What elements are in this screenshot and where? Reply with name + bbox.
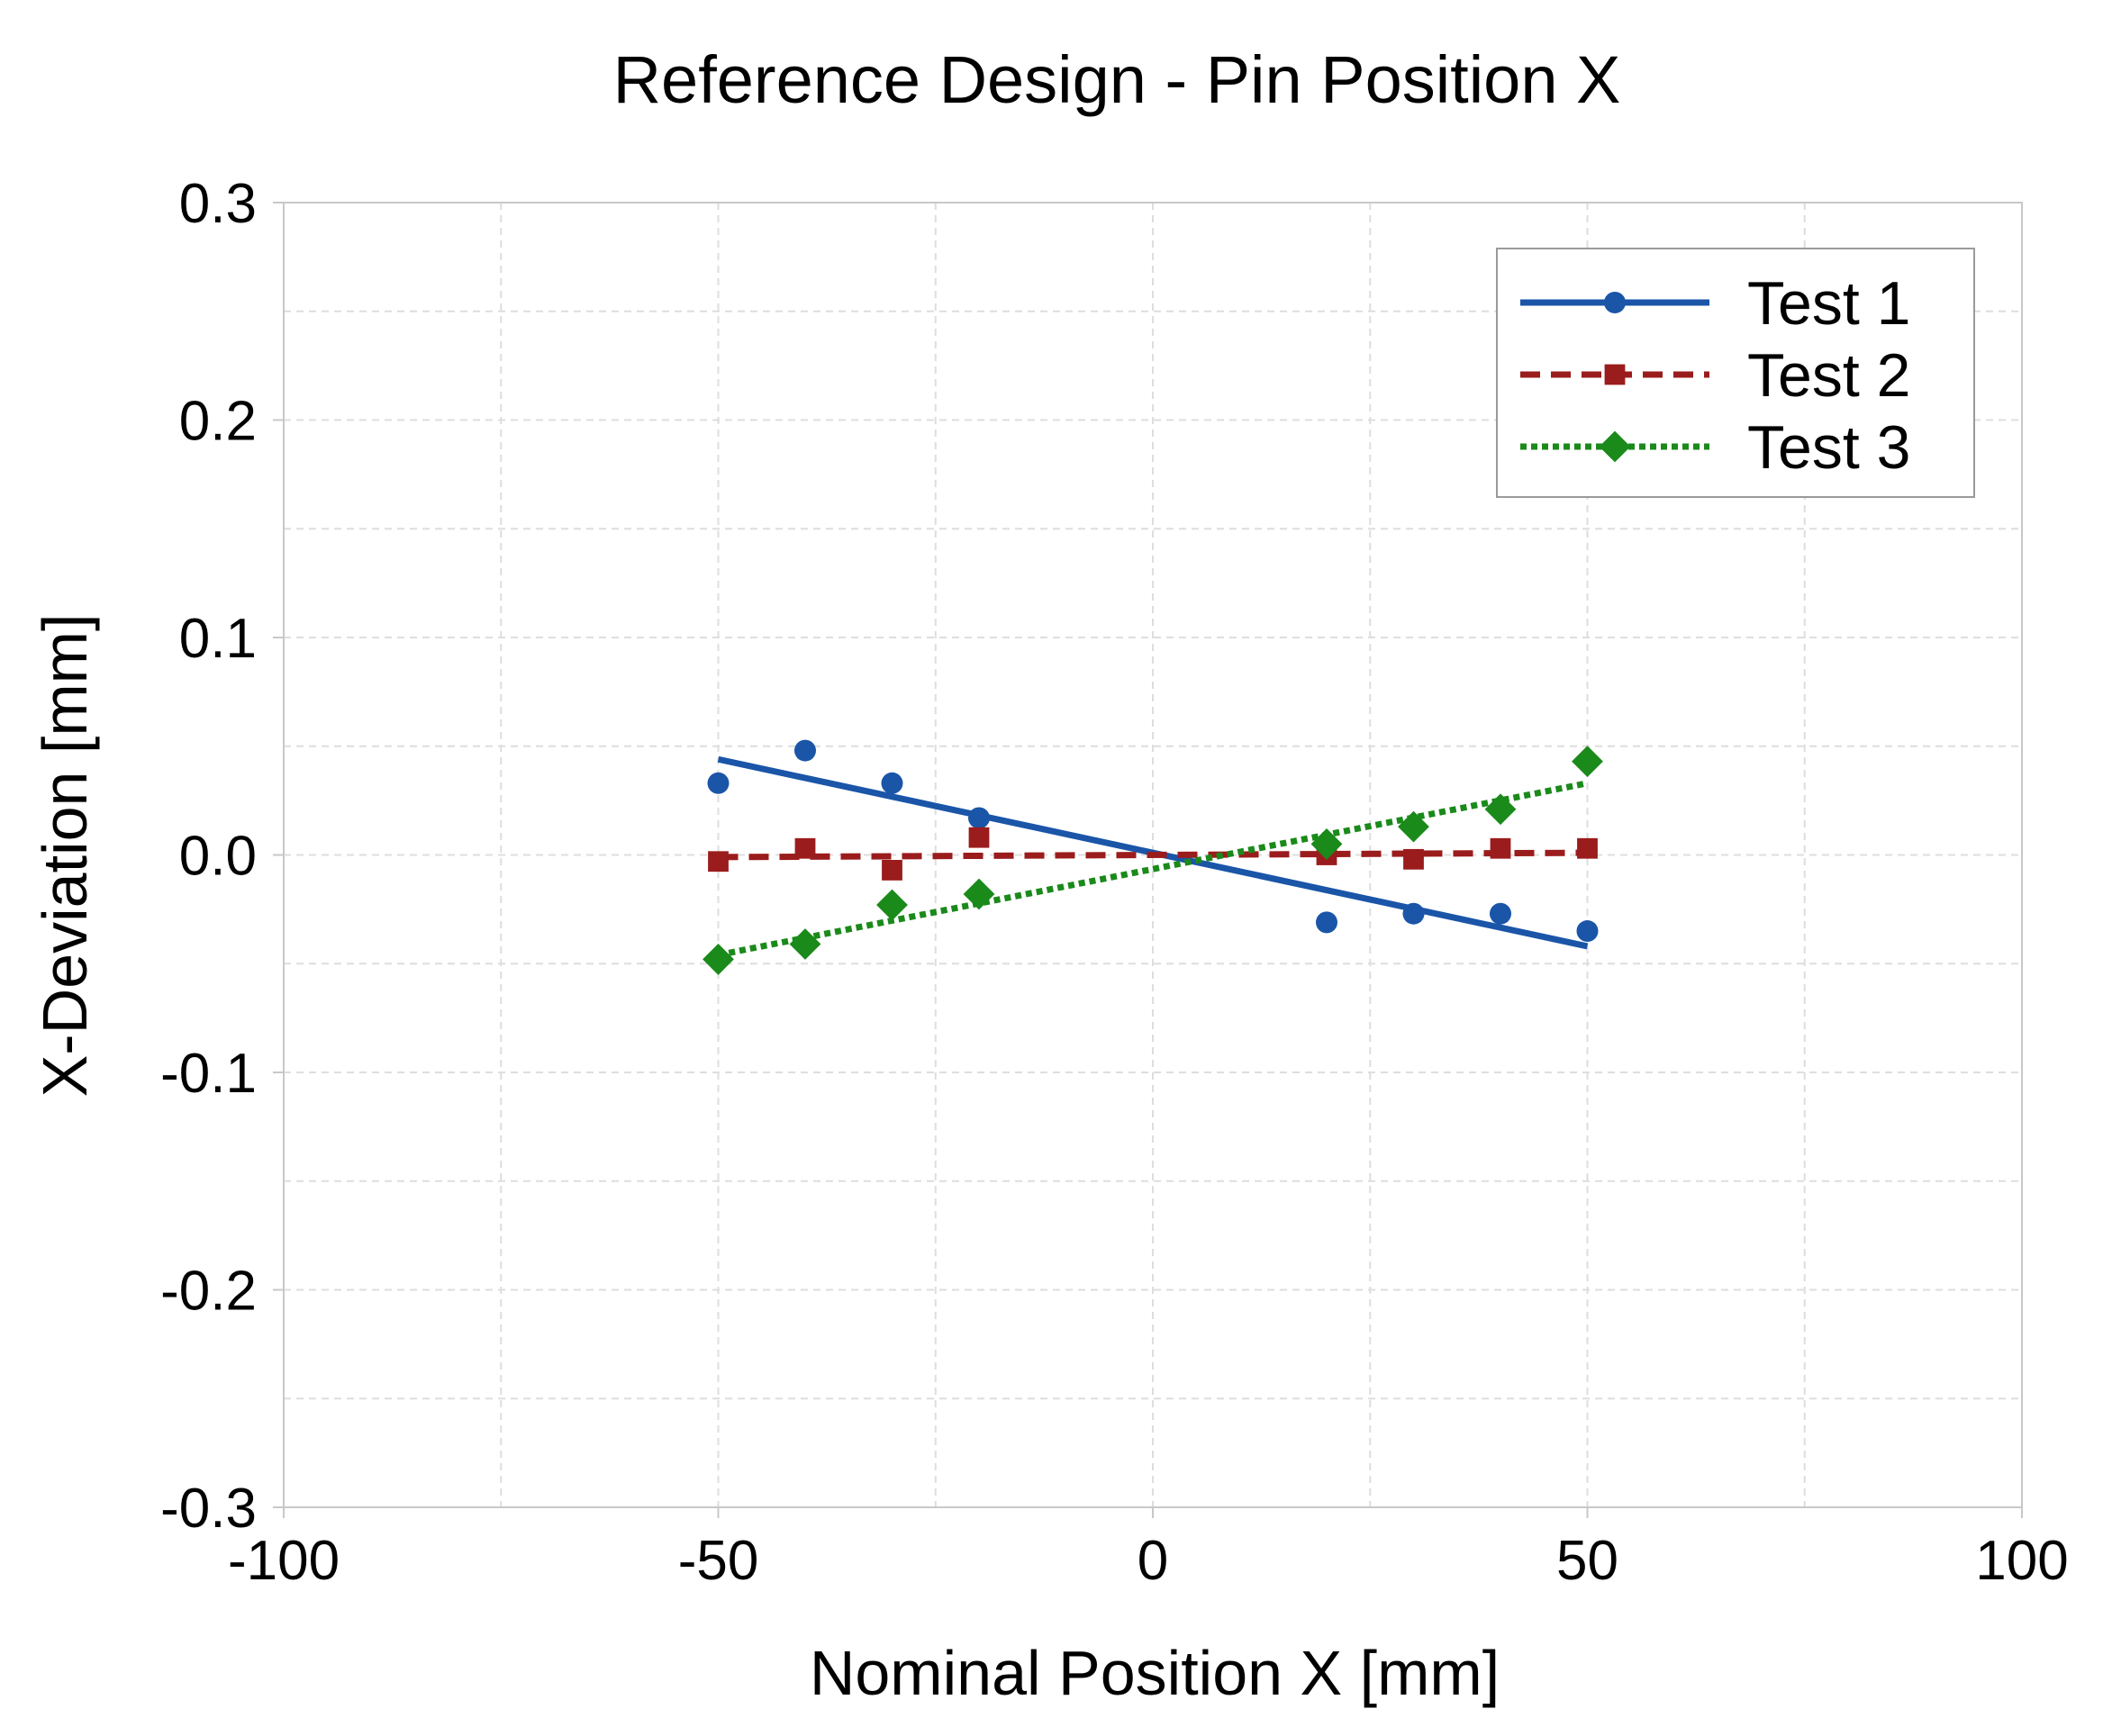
series-1-point <box>1576 920 1599 943</box>
legend-marker-series-2 <box>1604 364 1626 385</box>
y-tick-label: 0.2 <box>179 391 257 453</box>
legend-label-series-3: Test 3 <box>1747 413 1910 482</box>
y-tick-label: 0.3 <box>179 173 257 235</box>
series-2-fit-line <box>718 849 1588 861</box>
y-tick-label: -0.1 <box>160 1043 257 1105</box>
y-axis-ticks: 0.3 0.2 0.1 0.0 -0.1 -0.2 -0.3 <box>160 173 284 1540</box>
y-tick-label: -0.3 <box>160 1478 257 1540</box>
series-2-point <box>1403 848 1424 870</box>
x-tick-label: 0 <box>1138 1530 1168 1592</box>
legend-marker-series-3 <box>1599 430 1631 463</box>
chart-title: Reference Design - Pin Position X <box>613 42 1621 117</box>
series-3-point <box>1572 746 1603 778</box>
series-3-point <box>789 928 821 960</box>
series-layer <box>703 739 1603 975</box>
y-tick-label: 0.0 <box>179 826 257 888</box>
series-2-point <box>794 837 816 859</box>
series-3-point <box>963 878 995 910</box>
y-tick-label: -0.2 <box>160 1261 257 1323</box>
y-tick-label: 0.1 <box>179 608 257 670</box>
series-1-point <box>881 772 903 794</box>
x-tick-label: 50 <box>1556 1530 1618 1592</box>
series-1-point <box>1490 902 1511 925</box>
series-1-point <box>1316 911 1337 934</box>
series-2-point <box>968 827 990 848</box>
x-tick-label: -100 <box>228 1530 340 1592</box>
series-1-point <box>707 772 730 794</box>
x-tick-label: -50 <box>678 1530 759 1592</box>
legend-box <box>1496 248 1975 498</box>
series-1-point <box>794 739 816 762</box>
y-axis-label: X-Deviation [mm] <box>30 614 100 1098</box>
x-axis-ticks: -100 -50 0 50 100 <box>228 1507 2069 1592</box>
series-1-point <box>968 807 990 829</box>
series-3-point <box>876 889 908 921</box>
series-2-point <box>1577 837 1598 859</box>
x-axis-label: Nominal Position X [mm] <box>810 1638 1500 1708</box>
series-3-point <box>703 944 734 975</box>
series-3-point <box>1484 793 1517 826</box>
series-3 <box>703 746 1603 975</box>
series-2-point <box>1490 837 1511 859</box>
series-3-fit-line <box>717 780 1589 959</box>
legend-label-series-1: Test 1 <box>1747 269 1910 338</box>
series-2-point <box>708 851 729 873</box>
series-3-point <box>1310 828 1343 860</box>
legend-label-series-2: Test 2 <box>1747 341 1910 410</box>
series-2-point <box>882 860 902 881</box>
x-tick-label: 100 <box>1975 1530 2068 1592</box>
series-3-point <box>1398 810 1429 843</box>
legend-marker-series-1 <box>1604 292 1626 313</box>
series-1-point <box>1402 902 1425 925</box>
